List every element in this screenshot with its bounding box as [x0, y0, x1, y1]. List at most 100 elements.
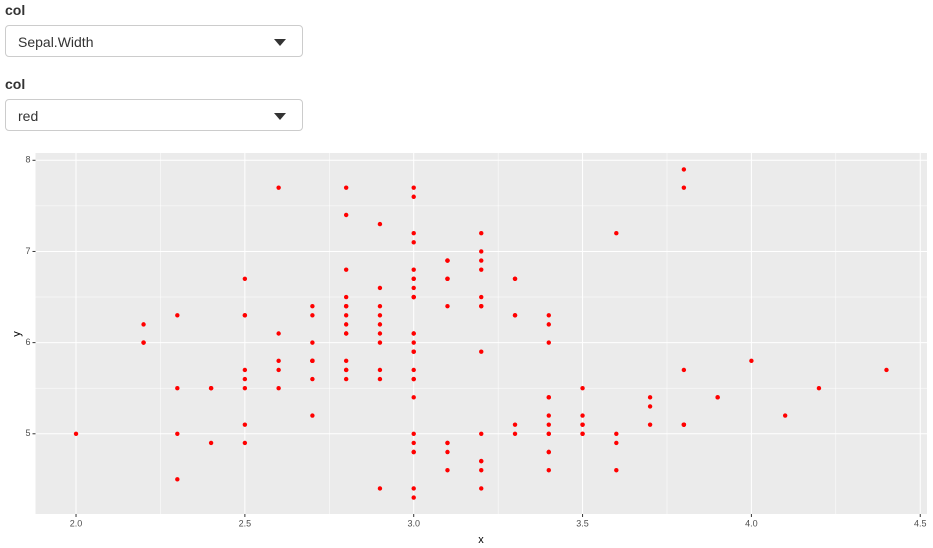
point	[411, 440, 416, 446]
point	[343, 331, 349, 336]
point	[445, 303, 450, 309]
point	[749, 358, 754, 364]
input-label: col	[5, 2, 26, 18]
point	[377, 313, 383, 318]
point	[580, 422, 585, 427]
x-tick-label: 3.5	[576, 518, 589, 528]
point	[208, 385, 214, 391]
point	[479, 486, 484, 491]
point	[546, 313, 551, 318]
point	[445, 449, 450, 455]
point	[310, 340, 315, 345]
point	[681, 422, 687, 427]
point	[141, 322, 146, 327]
point	[411, 340, 416, 345]
point	[614, 231, 619, 236]
point	[310, 376, 315, 382]
point	[411, 495, 416, 500]
dropdown-value: Sepal.Width	[18, 34, 94, 50]
point	[242, 276, 248, 282]
point	[411, 486, 416, 491]
point	[377, 376, 383, 382]
point	[175, 477, 180, 482]
point	[343, 294, 349, 300]
point	[411, 185, 416, 190]
point	[411, 331, 416, 336]
point	[242, 440, 248, 446]
point	[546, 468, 551, 473]
point	[546, 422, 551, 427]
point	[445, 468, 450, 473]
point	[175, 431, 180, 436]
point	[546, 322, 551, 327]
point	[310, 413, 315, 418]
point	[411, 276, 416, 282]
point	[411, 194, 416, 199]
y-tick-label: 5	[25, 428, 30, 438]
point	[343, 185, 349, 190]
point	[884, 367, 889, 373]
point	[546, 449, 551, 455]
point	[377, 340, 383, 345]
point	[175, 313, 180, 318]
point	[681, 367, 687, 373]
y-tick-label: 8	[25, 155, 30, 165]
point	[681, 167, 687, 172]
point	[377, 285, 383, 291]
dropdown[interactable]: Sepal.Width	[5, 25, 303, 57]
caret	[274, 39, 286, 46]
point	[445, 258, 450, 263]
point	[343, 376, 349, 382]
point	[479, 294, 484, 300]
point	[479, 267, 484, 272]
point	[411, 267, 416, 272]
point	[411, 294, 416, 300]
point	[715, 395, 720, 400]
point	[546, 431, 551, 436]
point	[242, 385, 248, 391]
point	[343, 303, 349, 309]
point	[816, 385, 822, 391]
point	[479, 349, 484, 354]
point	[343, 212, 349, 218]
point	[479, 258, 484, 263]
point	[276, 367, 281, 373]
point	[377, 486, 383, 491]
point	[377, 367, 383, 373]
point	[411, 231, 416, 236]
point	[310, 313, 315, 318]
x-tick-label: 2.0	[70, 518, 83, 528]
point	[310, 358, 315, 364]
point	[377, 221, 383, 227]
point	[782, 413, 788, 418]
point	[411, 349, 416, 354]
point	[343, 313, 349, 318]
point	[580, 385, 585, 391]
point	[479, 468, 484, 473]
input-label: col	[5, 76, 26, 92]
point	[580, 431, 585, 436]
point	[614, 440, 619, 446]
chart: x y 2.0 2.5 3.0 3.5 4.0 4.5 5 6 7 8	[11, 153, 927, 546]
point	[411, 376, 416, 382]
point	[343, 367, 349, 373]
point	[343, 358, 349, 364]
point	[242, 422, 248, 427]
point	[242, 313, 248, 318]
point	[175, 385, 180, 391]
point	[377, 303, 383, 309]
point	[647, 422, 653, 427]
point	[445, 276, 450, 282]
x-tick-label: 3.0	[407, 518, 420, 528]
point	[411, 431, 416, 436]
point	[73, 431, 79, 436]
point	[580, 413, 585, 418]
point	[276, 358, 281, 364]
point	[377, 322, 383, 327]
dropdown[interactable]: red	[5, 99, 303, 131]
point	[343, 267, 349, 272]
point	[141, 340, 146, 345]
y-axis-title: y	[11, 331, 23, 337]
point	[411, 240, 416, 245]
